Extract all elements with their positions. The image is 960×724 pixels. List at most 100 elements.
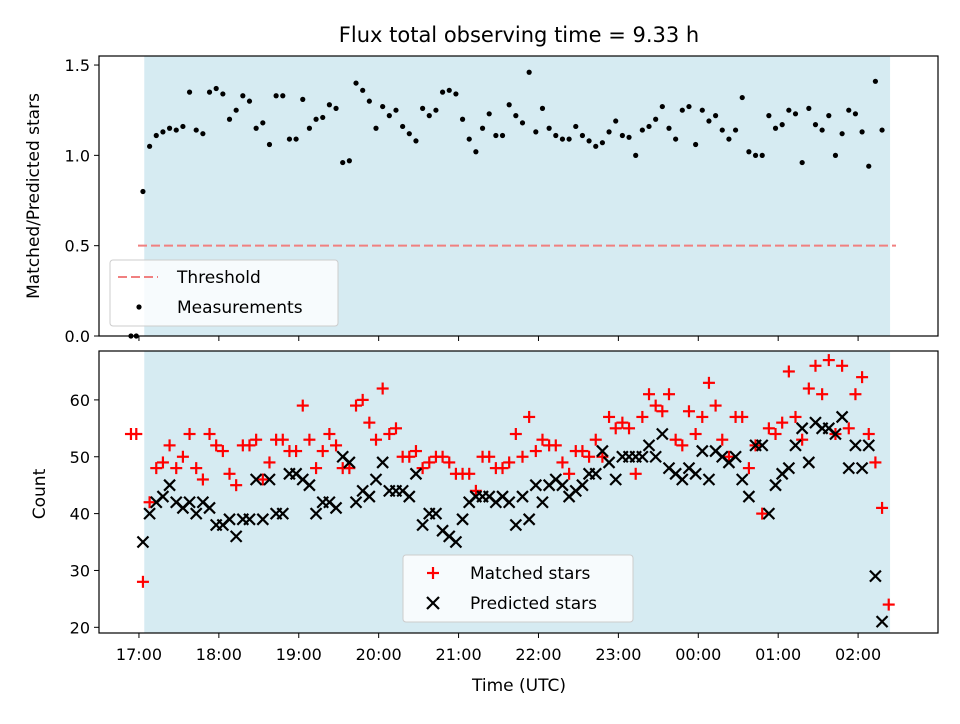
matched-star-point <box>523 410 536 423</box>
bottom-y-tick-label: 40 <box>70 505 90 524</box>
measurement-point <box>746 149 752 155</box>
measurement-point <box>293 136 299 142</box>
measurement-point <box>153 132 159 139</box>
legend-measurements-swatch <box>136 304 142 310</box>
predicted-star-point <box>163 478 176 492</box>
predicted-star-point <box>529 478 543 492</box>
predicted-star-point <box>789 439 802 452</box>
matched-star-point <box>363 416 376 429</box>
measurement-point <box>593 143 599 149</box>
matched-star-point <box>516 450 529 463</box>
matched-star-point <box>849 388 862 401</box>
matched-star-point <box>689 428 702 441</box>
predicted-star-point <box>509 518 523 532</box>
matched-star-point <box>156 456 169 469</box>
predicted-star-point <box>762 507 776 520</box>
measurement-point <box>373 125 379 131</box>
measurement-point <box>832 152 839 158</box>
matched-star-point <box>330 439 343 452</box>
bottom-y-axis-label: Count <box>30 468 50 519</box>
predicted-star-point <box>449 535 463 549</box>
measurement-point <box>679 107 685 113</box>
matched-star-point <box>769 428 782 441</box>
measurement-point <box>693 141 699 148</box>
matched-star-point <box>742 462 755 475</box>
measurement-point <box>313 116 319 122</box>
matched-star-point <box>702 376 715 389</box>
matched-star-point <box>616 416 629 429</box>
measurement-point <box>426 113 432 119</box>
measurement-point <box>326 102 332 108</box>
measurement-point <box>752 152 759 158</box>
measurement-point <box>712 113 719 119</box>
legend-predicted-label: Predicted stars <box>470 594 597 614</box>
measurement-point <box>180 123 186 130</box>
predicted-star-point <box>636 450 649 464</box>
measurement-point <box>806 105 812 111</box>
measurement-point <box>366 98 372 104</box>
matched-star-point <box>842 422 855 435</box>
predicted-star-point <box>376 456 389 469</box>
measurement-point <box>446 87 452 93</box>
matched-star-point <box>656 405 669 418</box>
predicted-star-point <box>189 507 203 520</box>
measurement-point <box>786 107 792 113</box>
matched-star-point <box>882 598 895 611</box>
measurement-point <box>147 143 153 149</box>
matched-star-point <box>143 496 156 509</box>
measurement-point <box>846 107 852 113</box>
measurement-point <box>240 93 246 99</box>
top-y-tick-label: 1.0 <box>65 146 90 165</box>
bottom-x-tick-label: 23:00 <box>595 645 641 664</box>
measurement-point <box>386 113 392 119</box>
measurement-point <box>839 131 845 137</box>
top-y-tick-label: 1.5 <box>65 56 90 75</box>
predicted-star-point <box>802 456 816 469</box>
measurement-point <box>273 93 279 99</box>
bottom-x-tick-label: 01:00 <box>755 645 801 664</box>
matched-star-point <box>696 410 709 423</box>
matched-star-point <box>556 456 569 469</box>
measurement-point <box>879 127 885 133</box>
matched-star-point <box>822 354 835 367</box>
matched-star-point <box>576 445 589 458</box>
measurement-point <box>360 87 366 93</box>
measurement-point <box>333 105 339 111</box>
matched-star-point <box>722 450 735 463</box>
matched-star-point <box>356 393 369 406</box>
matched-star-point <box>163 439 176 452</box>
predicted-star-points <box>136 410 889 628</box>
matched-star-point <box>503 456 516 469</box>
matched-star-point <box>290 445 303 458</box>
matched-star-point <box>643 388 656 401</box>
measurement-point <box>513 113 519 119</box>
matched-star-point <box>836 359 849 372</box>
matched-star-point <box>589 433 602 446</box>
legend-threshold-label: Threshold <box>176 268 261 288</box>
predicted-star-point <box>875 615 889 628</box>
matched-star-point <box>436 450 449 463</box>
measurement-point <box>633 152 639 158</box>
measurement-point <box>206 89 213 95</box>
matched-star-point <box>216 445 229 458</box>
measurement-point <box>539 105 546 111</box>
measurement-point <box>526 69 532 75</box>
legend-measurements-label: Measurements <box>177 298 303 318</box>
measurement-point <box>533 129 539 135</box>
matched-star-point <box>370 433 383 446</box>
measurement-point <box>686 103 692 110</box>
measurement-point <box>799 159 805 166</box>
matched-star-points <box>124 354 895 611</box>
measurement-point <box>140 188 146 195</box>
predicted-star-point <box>755 439 769 452</box>
matched-star-point <box>716 433 729 446</box>
matched-star-point <box>416 462 429 475</box>
matched-star-point <box>190 462 203 475</box>
matched-star-point <box>662 388 675 401</box>
bottom-x-tick-label: 18:00 <box>196 645 242 664</box>
bottom-x-tick-label: 19:00 <box>276 645 322 664</box>
predicted-star-point <box>556 478 569 492</box>
predicted-star-point <box>842 461 856 475</box>
predicted-star-point <box>136 535 150 549</box>
matched-star-point <box>629 467 642 480</box>
